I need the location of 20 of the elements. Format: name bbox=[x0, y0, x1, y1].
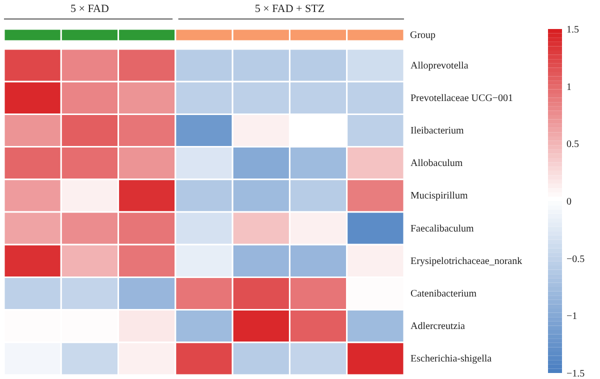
y-tick-label: Alloprevotella bbox=[410, 60, 469, 72]
y-tick-label: Mucispirillum bbox=[410, 190, 468, 202]
y-tick-label: Prevotellaceae UCG−001 bbox=[410, 92, 514, 104]
series-label: 5 × FAD bbox=[70, 3, 109, 15]
series-label: 5 × FAD + STZ bbox=[254, 3, 325, 15]
y-axis-title: Group bbox=[410, 30, 436, 41]
y-tick-label: Catenibacterium bbox=[410, 288, 477, 300]
color-bar-label: −1 bbox=[566, 311, 578, 322]
y-tick-label: Allobaculum bbox=[410, 158, 463, 170]
color-bar-label: 1.5 bbox=[566, 24, 579, 36]
y-tick-label: Erysipelotrichaceae_norank bbox=[410, 256, 522, 267]
color-bar-label: −1.5 bbox=[566, 368, 585, 379]
y-tick-label: Adlercreutzia bbox=[410, 321, 466, 332]
color-bar-label: 1 bbox=[566, 82, 572, 93]
y-tick-label: Faecalibaculum bbox=[410, 223, 474, 234]
y-tick-label: Ileibacterium bbox=[410, 126, 464, 136]
y-tick-label: Escherichia-shigella bbox=[410, 354, 492, 365]
color-bar-label: −0.5 bbox=[566, 254, 585, 265]
color-bar-label: 0.5 bbox=[566, 139, 579, 150]
color-bar-label: 0 bbox=[566, 196, 572, 208]
